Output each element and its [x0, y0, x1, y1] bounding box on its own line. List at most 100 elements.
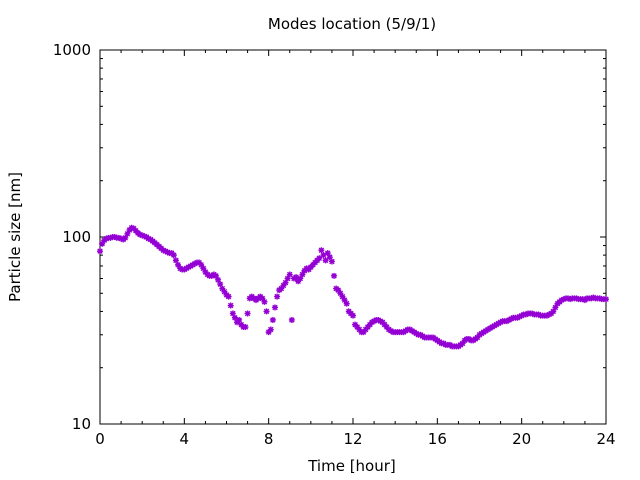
data-point — [139, 232, 146, 239]
data-point — [118, 235, 125, 242]
data-point — [550, 308, 557, 315]
data-point — [267, 326, 274, 333]
data-point — [219, 285, 226, 292]
data-point — [103, 235, 110, 242]
x-minor-ticks — [120, 50, 586, 424]
data-point — [164, 249, 171, 256]
data-point — [288, 316, 295, 323]
data-point — [172, 257, 179, 264]
data-point — [111, 234, 118, 240]
x-tick-label: 4 — [180, 430, 190, 448]
data-point — [278, 285, 285, 292]
data-point — [107, 234, 114, 241]
data-point — [573, 295, 580, 302]
data-point — [160, 247, 167, 254]
data-point — [244, 310, 251, 317]
data-point — [381, 321, 388, 328]
data-point — [335, 287, 342, 294]
data-point — [97, 248, 103, 255]
data-point — [238, 321, 245, 328]
data-point — [175, 261, 182, 268]
data-point — [588, 295, 595, 302]
data-point — [299, 271, 306, 278]
y-axis-ticks: 10 100 1000 — [53, 41, 606, 433]
data-point — [560, 296, 567, 303]
data-point — [282, 279, 289, 286]
data-point — [301, 267, 308, 274]
x-tick-label: 20 — [512, 430, 531, 448]
data-point — [295, 278, 302, 285]
x-tick-label: 24 — [596, 430, 615, 448]
x-tick-label: 12 — [343, 430, 362, 448]
data-point — [124, 230, 131, 237]
data-points — [97, 224, 609, 350]
data-point — [324, 250, 331, 257]
data-point — [522, 311, 529, 318]
data-point — [280, 282, 287, 289]
data-point — [217, 281, 224, 288]
data-point — [579, 296, 586, 303]
data-point — [229, 310, 236, 317]
data-point — [271, 304, 278, 311]
data-point — [360, 329, 367, 336]
data-point — [459, 340, 466, 347]
x-tick-label: 8 — [264, 430, 274, 448]
data-point — [115, 234, 122, 241]
data-point — [259, 295, 266, 302]
data-point — [567, 296, 574, 303]
x-axis-ticks: 0 4 8 12 16 20 24 — [95, 50, 616, 448]
data-point — [202, 268, 209, 275]
plot-frame — [99, 49, 607, 425]
data-point — [198, 261, 205, 268]
data-point — [215, 276, 222, 283]
x-axis-label: Time [hour] — [307, 457, 396, 475]
data-point — [508, 315, 515, 322]
data-point — [341, 297, 348, 304]
data-point — [221, 288, 228, 295]
data-point — [516, 313, 523, 320]
y-tick-label: 10 — [72, 415, 91, 433]
data-point — [320, 252, 327, 259]
data-point — [552, 304, 559, 311]
data-point — [383, 324, 390, 331]
data-point — [565, 295, 572, 302]
data-point — [145, 235, 152, 242]
data-point — [128, 224, 135, 231]
data-point — [99, 240, 106, 247]
data-point — [362, 326, 369, 333]
data-point — [242, 324, 249, 331]
x-tick-label: 16 — [428, 430, 447, 448]
data-point — [518, 312, 525, 319]
data-point — [297, 275, 304, 282]
data-point — [231, 314, 238, 321]
data-point — [558, 297, 565, 304]
data-point — [316, 255, 323, 262]
data-point — [590, 294, 597, 301]
y-tick-label: 100 — [62, 228, 91, 246]
y-axis-label: Particle size [nm] — [6, 172, 24, 302]
data-point — [170, 252, 177, 259]
data-point — [225, 293, 232, 300]
data-point — [265, 329, 272, 336]
data-point — [212, 272, 219, 279]
data-point — [122, 234, 129, 241]
data-point — [474, 334, 481, 341]
data-point — [200, 265, 207, 272]
data-point — [356, 326, 363, 333]
data-point — [337, 290, 344, 297]
data-point — [137, 231, 144, 238]
data-point — [354, 324, 361, 331]
data-point — [331, 272, 338, 279]
data-point — [603, 296, 609, 303]
data-point — [162, 248, 169, 255]
data-point — [352, 321, 359, 328]
data-point — [546, 311, 553, 318]
data-point — [318, 247, 325, 254]
data-point — [236, 316, 243, 323]
data-point — [293, 274, 300, 281]
chart-title: Modes location (5/9/1) — [268, 15, 436, 33]
data-point — [326, 254, 333, 261]
y-tick-label: 1000 — [53, 41, 91, 59]
data-point — [286, 271, 293, 278]
